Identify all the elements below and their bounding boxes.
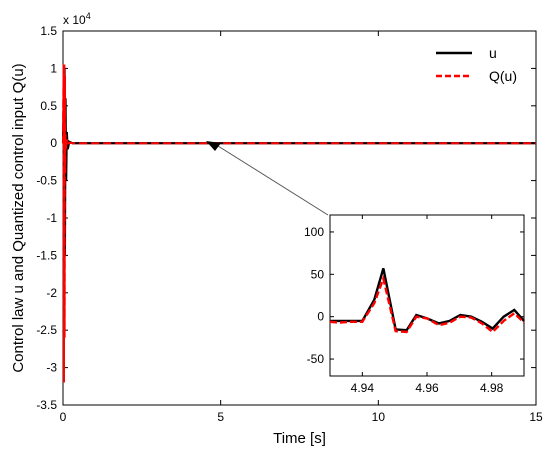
y-tick-label: -1 — [46, 211, 57, 225]
main-series-group — [61, 64, 536, 383]
x-tick-label: 10 — [372, 410, 386, 424]
inset-x-tick-label: 4.94 — [351, 381, 375, 395]
inset-x-tick-label: 4.96 — [415, 381, 439, 395]
y-tick-label: -0.5 — [36, 174, 57, 188]
legend-label-u: u — [489, 45, 497, 61]
y-tick-label: 1.5 — [40, 24, 57, 38]
inset-plot-area — [329, 214, 525, 377]
inset-y-tick-label: 100 — [304, 225, 324, 239]
y-tick-label: -2 — [46, 286, 57, 300]
inset-x-tick-label: 4.98 — [480, 381, 504, 395]
inset-series-line-qu — [329, 274, 525, 334]
annotation-connector-line — [217, 145, 329, 216]
y-tick-label: 0.5 — [40, 99, 57, 113]
inset-y-tick-label: 0 — [317, 310, 324, 324]
y-tick-label: 1 — [50, 61, 57, 75]
y-axis-label: Control law u and Quantized control inpu… — [10, 63, 27, 372]
x-tick-label: 15 — [529, 410, 543, 424]
legend-label-qu: Q(u) — [489, 68, 517, 84]
x-tick-label: 0 — [60, 410, 67, 424]
y-tick-label: -3 — [46, 361, 57, 375]
x-axis-label: Time [s] — [273, 430, 326, 447]
inset-y-tick-label: -50 — [307, 352, 325, 366]
y-scale-note: x 104 — [63, 11, 91, 27]
inset-ticks: 4.94 4.96 4.98 100 50 0 -50 — [304, 215, 524, 395]
annotation-arrowhead — [206, 141, 221, 151]
inset-y-tick-label: 50 — [311, 267, 325, 281]
inset-series-group — [329, 268, 525, 334]
legend: u Q(u) — [427, 38, 531, 90]
y-tick-label: 0 — [50, 136, 57, 150]
y-tick-label: -3.5 — [36, 398, 57, 412]
y-tick-label: -2.5 — [36, 323, 57, 337]
series-line-qu — [62, 64, 536, 383]
legend-box — [427, 38, 531, 90]
y-tick-label: -1.5 — [36, 248, 57, 262]
x-tick-label: 5 — [217, 410, 224, 424]
y-scale-exponent: 4 — [86, 11, 91, 21]
